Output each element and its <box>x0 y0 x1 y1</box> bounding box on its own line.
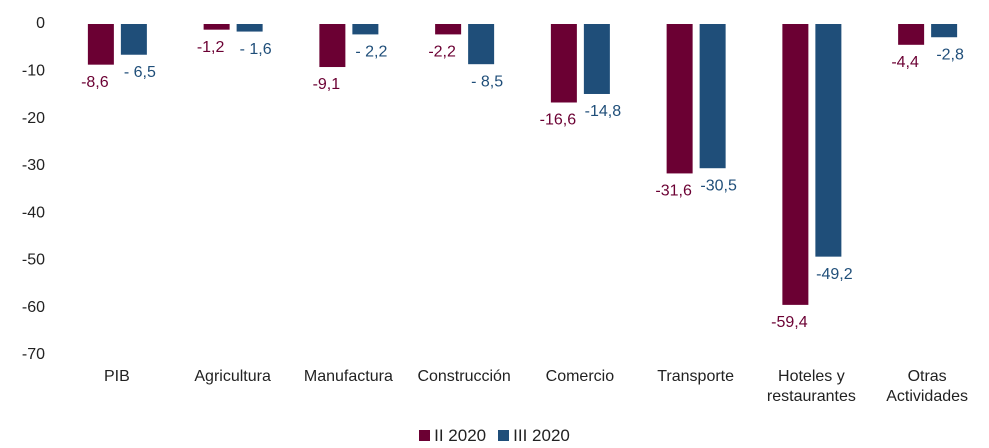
x-tick-label: Comercio <box>545 368 615 385</box>
x-tick-label: Transporte <box>657 368 735 385</box>
y-tick-label: 0 <box>36 15 45 32</box>
bar <box>782 24 809 305</box>
data-label: -49,2 <box>816 266 853 283</box>
legend-swatch <box>498 430 510 441</box>
bar <box>931 24 958 38</box>
bar <box>666 24 693 174</box>
data-label: -8,6 <box>81 74 109 91</box>
x-tick-label: Hoteles y restaurantes <box>766 368 856 405</box>
bar <box>815 24 842 257</box>
data-label: -2,8 <box>936 46 964 63</box>
x-tick-label: Construcción <box>417 368 511 385</box>
legend: II 2020 III 2020 <box>0 426 989 446</box>
data-label: -31,6 <box>655 183 692 200</box>
y-tick-label: -20 <box>22 110 45 127</box>
data-label: - 2,2 <box>355 44 387 61</box>
bar <box>319 24 346 68</box>
y-tick-label: -40 <box>22 204 45 221</box>
data-label: -1,2 <box>197 39 225 56</box>
y-tick-label: -60 <box>22 299 45 316</box>
bar <box>203 24 230 30</box>
legend-label: III 2020 <box>513 426 570 445</box>
bar <box>120 24 147 55</box>
bar <box>87 24 114 65</box>
data-label: - 8,5 <box>471 73 503 90</box>
legend-swatch <box>419 430 431 441</box>
data-label: -16,6 <box>540 112 577 129</box>
bar <box>898 24 925 45</box>
bar <box>699 24 726 169</box>
x-tick-label: Otras Actividades <box>886 368 969 405</box>
data-label: -2,2 <box>428 44 456 61</box>
legend-item: III 2020 <box>498 426 570 446</box>
bar <box>435 24 462 35</box>
x-tick-label: Agricultura <box>194 368 271 385</box>
bar <box>352 24 379 35</box>
data-label: -9,1 <box>313 76 341 93</box>
data-label: -59,4 <box>771 314 808 331</box>
data-label: -30,5 <box>700 177 737 194</box>
y-tick-label: -50 <box>22 252 45 269</box>
y-tick-label: -10 <box>22 63 45 80</box>
x-tick-label: Manufactura <box>303 368 393 385</box>
data-label: - 1,6 <box>240 41 272 58</box>
legend-item: II 2020 <box>419 426 486 446</box>
bar <box>236 24 263 32</box>
bar <box>550 24 577 103</box>
legend-label: II 2020 <box>434 426 487 445</box>
bar <box>583 24 610 94</box>
bar <box>468 24 495 65</box>
data-label: - 6,5 <box>124 64 156 81</box>
y-tick-label: -70 <box>22 346 45 363</box>
data-label: -14,8 <box>585 103 622 120</box>
y-tick-label: -30 <box>22 157 45 174</box>
x-tick-label: PIB <box>103 368 130 385</box>
data-label: -4,4 <box>891 54 919 71</box>
